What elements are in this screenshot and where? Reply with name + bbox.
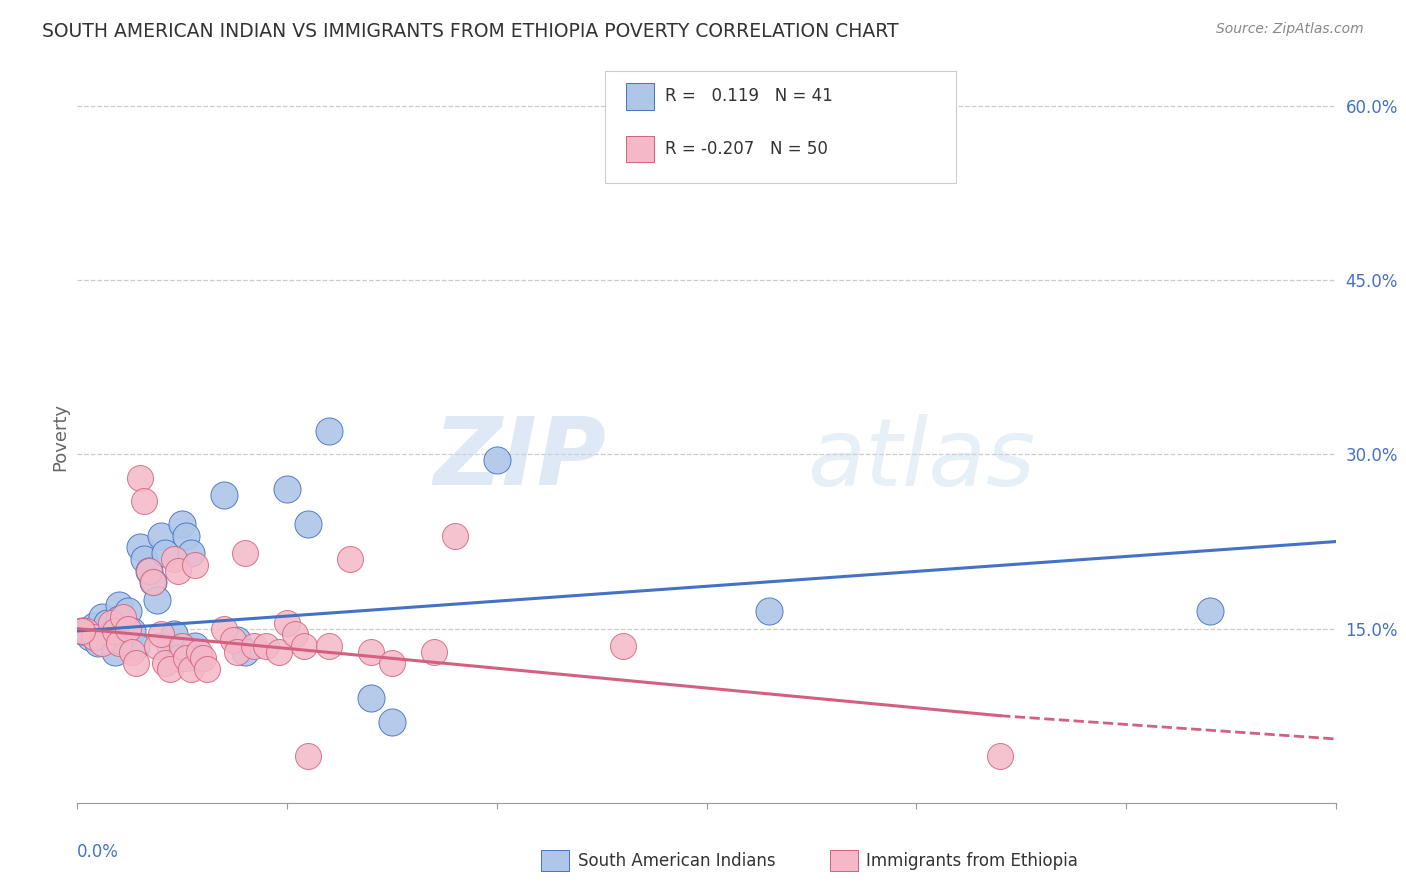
Point [83, 630, 105, 644]
Point [180, 546, 202, 560]
Text: Immigrants from Ethiopia: Immigrants from Ethiopia [866, 852, 1078, 870]
Point [276, 483, 298, 497]
Point [360, 691, 382, 706]
Point [225, 633, 247, 648]
Point [75, 624, 97, 638]
Point [83, 619, 105, 633]
Point [150, 627, 173, 641]
Point [444, 529, 467, 543]
Point [381, 657, 404, 671]
Point [79, 630, 101, 644]
Point [142, 575, 165, 590]
Point [70, 624, 93, 638]
Text: 0.0%: 0.0% [77, 843, 120, 861]
Point [212, 488, 235, 502]
Text: South American Indians: South American Indians [578, 852, 776, 870]
Point [100, 615, 122, 630]
Point [134, 494, 156, 508]
Point [267, 645, 290, 659]
Point [297, 749, 319, 764]
Point [195, 662, 218, 676]
Point [117, 622, 139, 636]
Point [297, 517, 319, 532]
Point [104, 624, 127, 638]
Point [612, 122, 634, 136]
Point [163, 627, 186, 641]
Point [134, 552, 156, 566]
Point [180, 662, 202, 676]
Point [108, 599, 131, 613]
Point [233, 645, 256, 659]
Point [292, 639, 315, 653]
Point [176, 650, 198, 665]
Point [172, 639, 194, 653]
Point [159, 662, 181, 676]
Point [276, 615, 298, 630]
Point [167, 564, 190, 578]
Point [612, 639, 634, 653]
Point [150, 529, 173, 543]
Point [155, 546, 177, 560]
Point [117, 604, 139, 618]
Point [104, 645, 127, 659]
Point [100, 627, 122, 641]
Point [381, 714, 404, 729]
Point [108, 635, 131, 649]
Text: SOUTH AMERICAN INDIAN VS IMMIGRANTS FROM ETHIOPIA POVERTY CORRELATION CHART: SOUTH AMERICAN INDIAN VS IMMIGRANTS FROM… [42, 22, 898, 41]
Point [167, 650, 190, 665]
Point [125, 639, 148, 653]
Point [138, 564, 160, 578]
Point [129, 541, 152, 555]
Point [129, 471, 152, 485]
Point [221, 633, 243, 648]
Text: ZIP: ZIP [433, 413, 606, 505]
Point [155, 657, 177, 671]
Point [75, 624, 97, 638]
Point [142, 575, 165, 590]
Point [485, 453, 508, 467]
Text: R = -0.207   N = 50: R = -0.207 N = 50 [665, 140, 828, 158]
Point [172, 517, 194, 532]
Point [108, 633, 131, 648]
Point [146, 639, 169, 653]
Point [988, 749, 1011, 764]
Point [91, 635, 114, 649]
Point [108, 612, 131, 626]
Point [423, 645, 446, 659]
Point [146, 592, 169, 607]
Point [242, 639, 264, 653]
Point [121, 624, 143, 638]
Point [125, 657, 148, 671]
Point [87, 635, 110, 649]
Point [188, 645, 211, 659]
Point [159, 639, 181, 653]
Point [70, 624, 93, 638]
Y-axis label: Poverty: Poverty [51, 403, 69, 471]
Point [758, 604, 780, 618]
Point [284, 627, 307, 641]
Point [318, 424, 340, 438]
Point [212, 622, 235, 636]
Point [225, 645, 247, 659]
Text: R =   0.119   N = 41: R = 0.119 N = 41 [665, 87, 832, 105]
Point [138, 564, 160, 578]
Point [121, 645, 143, 659]
Point [1199, 604, 1222, 618]
Point [318, 639, 340, 653]
Point [360, 645, 382, 659]
Point [233, 546, 256, 560]
Point [176, 529, 198, 543]
Point [254, 639, 277, 653]
Point [96, 615, 118, 630]
Text: atlas: atlas [807, 414, 1035, 505]
Point [184, 639, 207, 653]
Text: Source: ZipAtlas.com: Source: ZipAtlas.com [1216, 22, 1364, 37]
Point [112, 610, 135, 624]
Point [339, 552, 361, 566]
Point [191, 650, 215, 665]
Point [188, 650, 211, 665]
Point [91, 610, 114, 624]
Point [163, 552, 186, 566]
Point [184, 558, 207, 572]
